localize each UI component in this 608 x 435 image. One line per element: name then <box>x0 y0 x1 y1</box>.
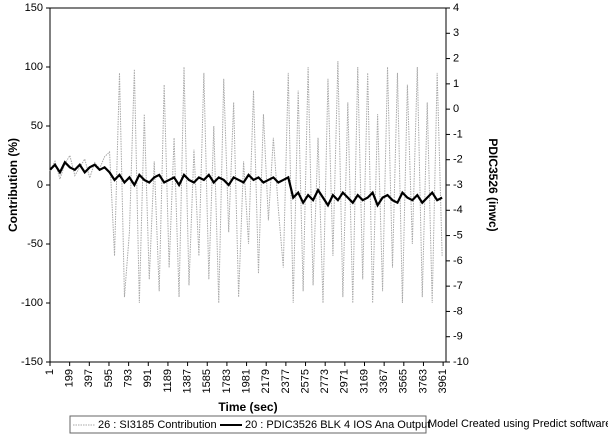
y2-axis-title: PDIC3526 (inwc) <box>486 138 500 231</box>
y2-tick-label: -3 <box>453 179 463 191</box>
y2-tick-label: -5 <box>453 229 463 241</box>
annotation: Model Created using Predict software <box>428 418 608 430</box>
y2-tick-label: -10 <box>453 356 469 368</box>
x-tick-label: 793 <box>123 369 135 387</box>
y-tick-label: 100 <box>25 61 43 73</box>
y2-tick-label: -2 <box>453 154 463 166</box>
x-axis-title: Time (sec) <box>218 400 277 414</box>
x-tick-label: 1 <box>44 369 56 375</box>
y-tick-label: 0 <box>37 179 43 191</box>
x-tick-label: 2575 <box>299 369 311 393</box>
x-tick-label: 2179 <box>260 369 272 393</box>
x-tick-label: 199 <box>64 369 76 387</box>
x-tick-label: 3169 <box>358 369 370 393</box>
y2-tick-label: -9 <box>453 331 463 343</box>
y2-tick-label: 1 <box>453 78 459 90</box>
legend-label: 20 : PDIC3526 BLK 4 IOS Ana Output <box>245 419 430 431</box>
y2-tick-label: 0 <box>453 103 459 115</box>
y2-tick-label: 4 <box>453 2 459 14</box>
x-tick-label: 991 <box>142 369 154 387</box>
x-tick-label: 595 <box>103 369 115 387</box>
x-tick-label: 397 <box>83 369 95 387</box>
y2-tick-label: -7 <box>453 280 463 292</box>
legend-label: 26 : SI3185 Contribution <box>98 419 217 431</box>
y-tick-label: -150 <box>21 356 43 368</box>
x-tick-label: 1387 <box>181 369 193 393</box>
plot-frame <box>49 7 447 363</box>
y-tick-label: 150 <box>25 2 43 14</box>
y-tick-label: 50 <box>31 120 43 132</box>
y-tick-label: -50 <box>27 238 43 250</box>
x-tick-label: 1189 <box>162 369 174 393</box>
y2-tick-label: -8 <box>453 305 463 317</box>
x-tick-label: 3367 <box>378 369 390 393</box>
y-tick-label: -100 <box>21 297 43 309</box>
x-tick-label: 1783 <box>221 369 233 393</box>
x-tick-label: 1981 <box>240 369 252 393</box>
series-line <box>49 160 443 208</box>
x-tick-label: 2773 <box>319 369 331 393</box>
x-tick-label: 1585 <box>201 369 213 393</box>
y2-tick-label: 3 <box>453 27 459 39</box>
y2-tick-label: -1 <box>453 128 463 140</box>
series-line <box>49 61 443 304</box>
legend-box <box>69 415 427 434</box>
y2-tick-label: -6 <box>453 255 463 267</box>
y-axis-title: Contribution (%) <box>6 138 20 232</box>
x-tick-label: 3763 <box>417 369 429 393</box>
x-tick-label: 2377 <box>280 369 292 393</box>
x-tick-label: 3961 <box>437 369 449 393</box>
x-tick-label: 2971 <box>339 369 351 393</box>
y2-tick-label: 2 <box>453 52 459 64</box>
y2-tick-label: -4 <box>453 204 463 216</box>
x-tick-label: 3565 <box>398 369 410 393</box>
